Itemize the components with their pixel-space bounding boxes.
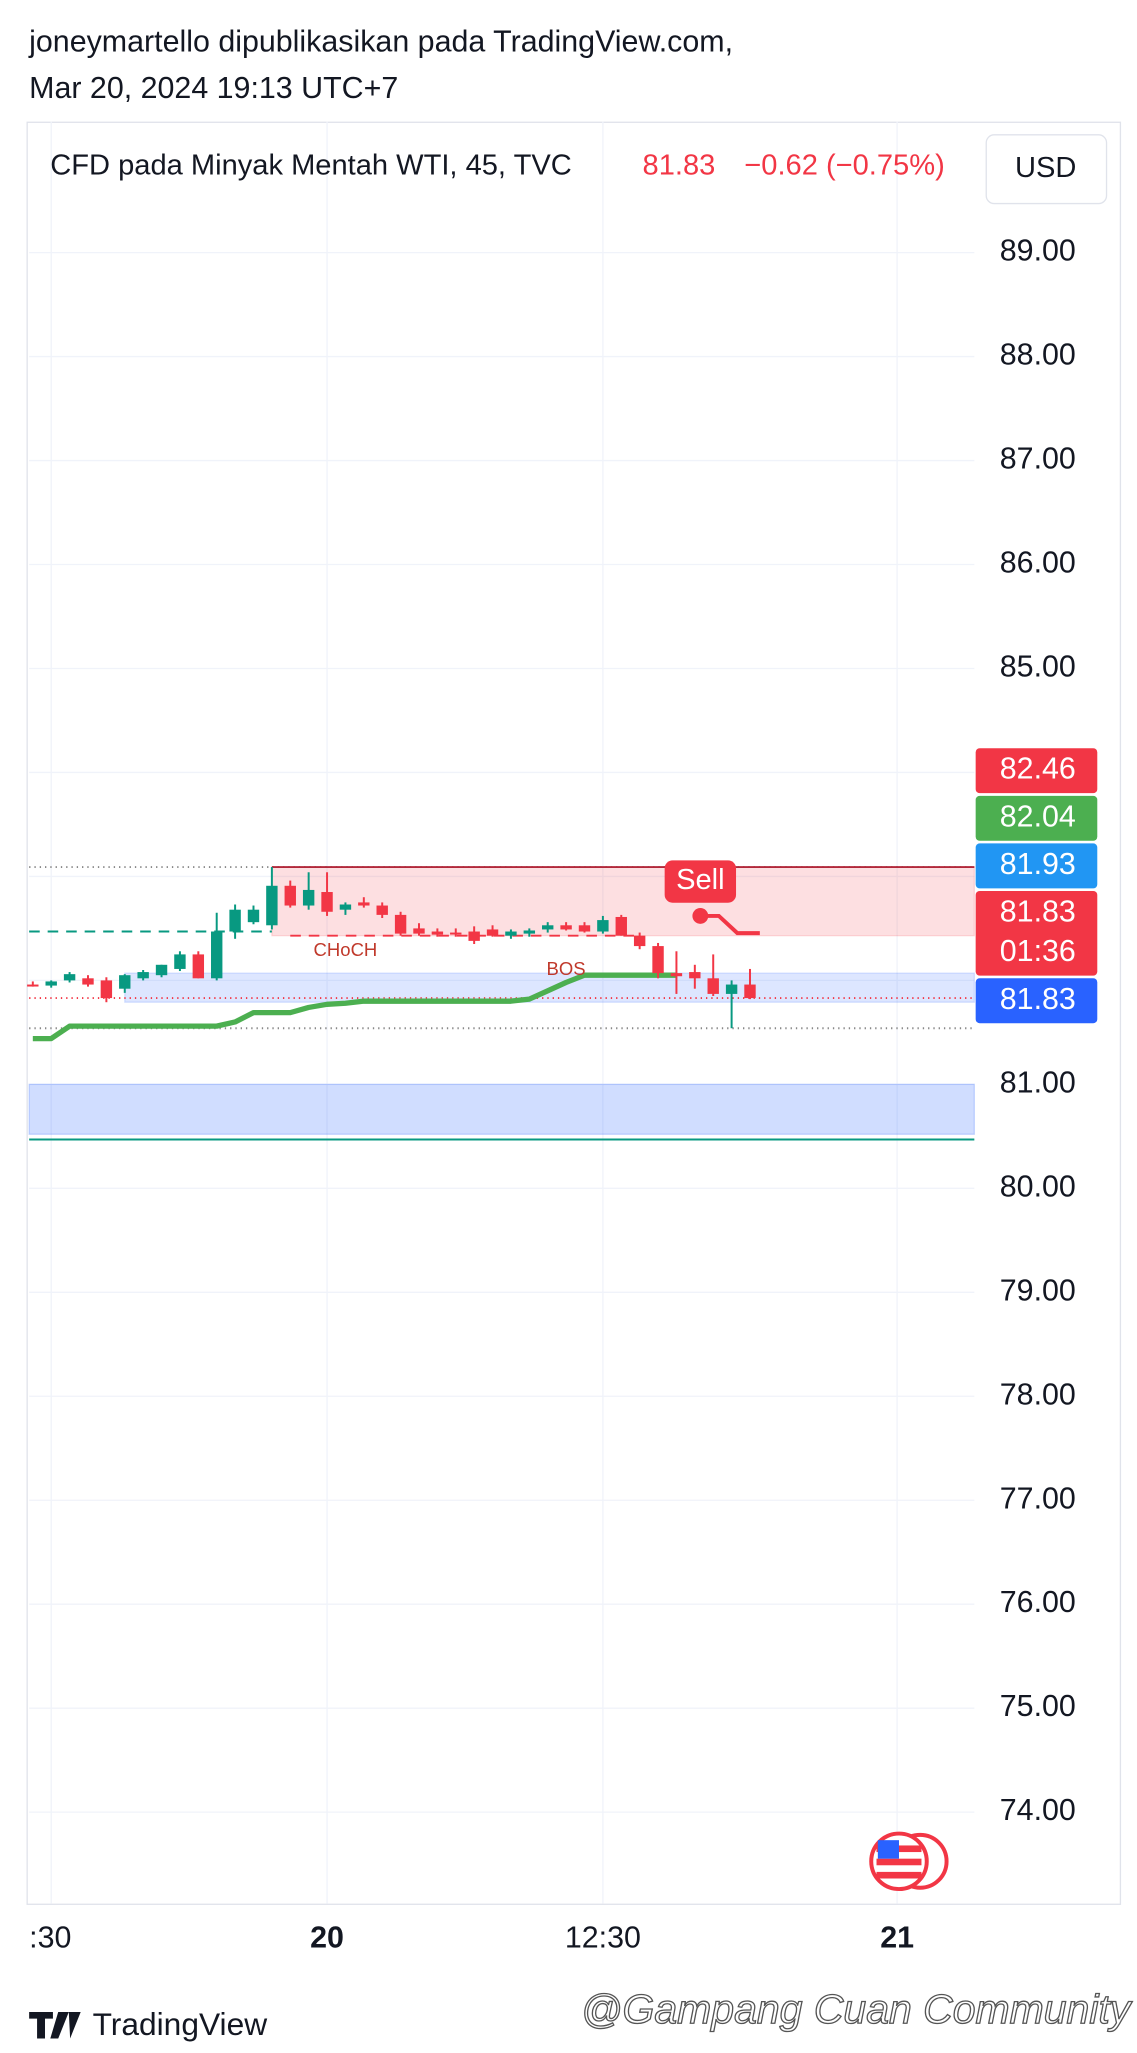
candle-body: [394, 914, 407, 934]
candle-body: [321, 892, 333, 912]
x-tick-label: 12:30: [565, 1920, 641, 1954]
candle-body: [45, 981, 57, 986]
candle-body: [174, 954, 186, 969]
signal-trail: [700, 913, 760, 936]
price-label: 81.83: [1000, 982, 1076, 1016]
flag-icon: [869, 1831, 949, 1892]
candle-body: [100, 980, 113, 999]
y-tick-label: 88.00: [1000, 338, 1076, 372]
candle-body: [266, 885, 278, 926]
price-label-box: [975, 890, 1098, 976]
x-tick-label: :30: [29, 1920, 71, 1954]
y-tick-label: 79.00: [1000, 1273, 1076, 1307]
candle-body: [707, 978, 719, 994]
x-tick-label: 21: [880, 1920, 914, 1954]
candle-body: [27, 984, 39, 987]
candle-body: [376, 905, 388, 915]
chart-frame: [26, 121, 1122, 1905]
candle-body: [358, 902, 370, 906]
price-label-box: [975, 978, 1098, 1024]
candle-body: [284, 885, 296, 906]
candle-body: [137, 972, 149, 979]
price-label: 82.46: [1000, 752, 1076, 786]
price-label-box: [975, 795, 1098, 841]
candle-body: [339, 904, 352, 910]
price-label: 81.83: [1000, 895, 1076, 929]
y-tick-label: 78.00: [1000, 1377, 1076, 1411]
candle-body: [211, 931, 223, 979]
y-tick-label: 85.00: [1000, 650, 1076, 684]
candle-body: [505, 931, 517, 936]
annotation: CHoCH: [314, 939, 378, 960]
price-label: 82.04: [1000, 799, 1076, 833]
candle-body: [247, 909, 260, 923]
countdown: 01:36: [1000, 934, 1076, 968]
candle-body: [542, 925, 554, 930]
plot: 89.00 88.00 87.00 86.00 85.00 81.00 80.00 79.00…: [27, 121, 1076, 1954]
last-price: 81.83: [643, 149, 716, 181]
price-label-box: [975, 843, 1098, 889]
price-label-box: [975, 748, 1098, 794]
candle-body: [578, 925, 591, 932]
signal-dot: [692, 907, 709, 924]
candle-body: [597, 920, 609, 932]
candle-body: [523, 930, 536, 934]
currency[interactable]: USD: [1015, 152, 1076, 184]
y-tick-label: 86.00: [1000, 546, 1076, 580]
y-tick-label: 80.00: [1000, 1169, 1076, 1203]
price-change: −0.62 (−0.75%): [744, 149, 944, 181]
y-tick-label: 89.00: [1000, 234, 1076, 268]
signal-badge: [664, 860, 737, 903]
annotation: BOS: [547, 958, 586, 979]
candle-body: [119, 975, 131, 989]
candle-body: [633, 935, 646, 947]
signal-label: Sell: [676, 864, 725, 896]
candle-body: [652, 946, 664, 974]
candle-body: [725, 984, 738, 994]
author: joneymartello dipublikasikan pada Tradin…: [28, 25, 733, 59]
publish-date: Mar 20, 2024 19:13 UTC+7: [29, 71, 398, 105]
candle-body: [63, 974, 76, 981]
price-label: 81.93: [1000, 847, 1076, 881]
zone: [28, 1083, 976, 1135]
y-tick-label: 75.00: [1000, 1689, 1076, 1723]
x-tick-label: 20: [310, 1920, 344, 1954]
candle-body: [413, 928, 425, 934]
candle-body: [744, 984, 756, 999]
candle-body: [192, 954, 205, 979]
candle-body: [689, 972, 701, 979]
y-tick-label: 77.00: [1000, 1481, 1076, 1515]
candle-body: [486, 929, 499, 936]
currency-button[interactable]: [985, 134, 1108, 205]
candle-body: [468, 931, 480, 941]
candle-body: [155, 964, 168, 976]
trend-line: [32, 972, 677, 1042]
brand-name: TradingView: [93, 2006, 268, 2042]
candle-body: [82, 978, 94, 985]
candle-body: [431, 931, 444, 935]
candle-body: [302, 889, 315, 906]
y-tick-label: 87.00: [1000, 442, 1076, 476]
candle-body: [615, 916, 627, 936]
candle-body: [560, 925, 572, 930]
candle-body: [670, 973, 683, 977]
y-tick-label: 76.00: [1000, 1585, 1076, 1619]
y-tick-label: 81.00: [1000, 1065, 1076, 1099]
candle-body: [450, 932, 462, 935]
candle-body: [229, 909, 241, 932]
y-tick-label: 74.00: [1000, 1793, 1076, 1827]
watermark: @Gampang Cuan Community: [581, 1986, 1133, 2032]
brand-logo: [29, 2012, 81, 2039]
chart-title: CFD pada Minyak Mentah WTI, 45, TVC: [50, 149, 571, 181]
